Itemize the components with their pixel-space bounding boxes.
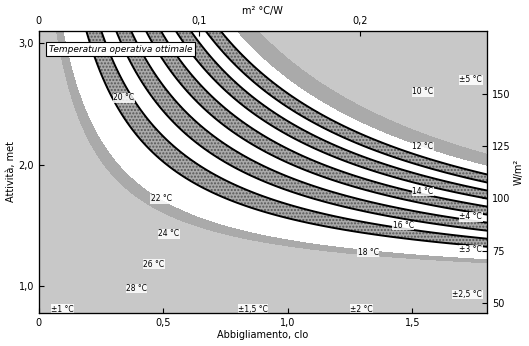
Text: 16 °C: 16 °C: [393, 221, 414, 230]
Text: 20 °C: 20 °C: [113, 93, 134, 102]
Text: ±2,5 °C: ±2,5 °C: [452, 290, 482, 299]
Y-axis label: Attività, met: Attività, met: [6, 142, 15, 202]
Text: ±3 °C: ±3 °C: [460, 245, 482, 254]
Text: 24 °C: 24 °C: [158, 229, 179, 238]
Text: ±2 °C: ±2 °C: [350, 305, 373, 314]
Y-axis label: W/m²: W/m²: [514, 159, 523, 185]
X-axis label: Abbigliamento, clo: Abbigliamento, clo: [217, 330, 308, 340]
Text: 14 °C: 14 °C: [413, 187, 434, 196]
Text: 26 °C: 26 °C: [143, 260, 165, 269]
Text: ±5 °C: ±5 °C: [460, 75, 482, 84]
Text: 12 °C: 12 °C: [413, 142, 433, 151]
Text: ±1,5 °C: ±1,5 °C: [238, 305, 268, 314]
Text: 28 °C: 28 °C: [126, 284, 147, 293]
Text: 10 °C: 10 °C: [413, 88, 434, 97]
Text: ±4 °C: ±4 °C: [460, 212, 482, 221]
X-axis label: m² °C/W: m² °C/W: [242, 6, 284, 16]
Text: Temperatura operativa ottimale: Temperatura operativa ottimale: [49, 45, 192, 54]
Text: 22 °C: 22 °C: [151, 194, 172, 203]
Text: 18 °C: 18 °C: [358, 248, 379, 257]
Text: ±1 °C: ±1 °C: [51, 305, 74, 314]
